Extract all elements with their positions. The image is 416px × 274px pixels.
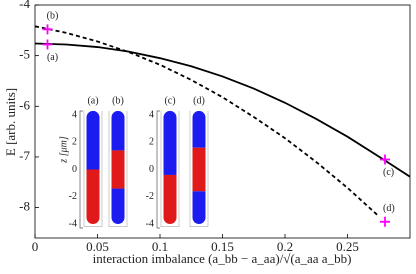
capsule-segment xyxy=(192,147,206,192)
inset-tick-label: 2 xyxy=(72,137,77,148)
inset-label: (c) xyxy=(164,95,175,106)
x-tick-label: 0.1 xyxy=(152,239,168,254)
y-axis-label: E [arb. units] xyxy=(3,88,18,156)
inset-axis xyxy=(156,110,160,229)
capsule-segment xyxy=(192,110,206,148)
y-tick-label: -4 xyxy=(19,0,30,11)
inset-axis xyxy=(79,110,83,229)
inset-label: (d) xyxy=(193,95,205,106)
point-marker xyxy=(42,39,53,50)
x-axis-label: interaction imbalance (a_bb − a_aa)/√(a_… xyxy=(93,251,352,266)
capsule-segment xyxy=(86,110,100,170)
inset-tick-label: 2 xyxy=(149,137,154,148)
x-tick-label: 0.2 xyxy=(277,239,293,254)
inset-tick-label: -2 xyxy=(146,191,154,202)
series-line xyxy=(35,25,380,217)
x-tick-label: 0.05 xyxy=(86,239,109,254)
inset-tick-label: 0 xyxy=(72,164,77,175)
inset-tick-label: -4 xyxy=(146,218,154,229)
series-line xyxy=(35,42,410,178)
capsule-segment xyxy=(111,150,125,189)
point-label: (d) xyxy=(383,203,395,214)
capsule-segment xyxy=(86,169,100,224)
x-tick-label: 0 xyxy=(32,239,39,254)
point-label: (a) xyxy=(47,52,58,63)
capsule-segment xyxy=(163,110,177,175)
inset-bracket xyxy=(108,110,128,228)
x-tick-label: 0.25 xyxy=(336,239,359,254)
inset-bracket xyxy=(160,110,180,228)
capsule-segment xyxy=(111,110,125,151)
point-marker xyxy=(380,154,390,165)
inset-tick-label: -2 xyxy=(69,191,77,202)
y-tick-label: -8 xyxy=(19,199,30,214)
inset-tick-label: 4 xyxy=(149,109,154,120)
point-label: (c) xyxy=(383,167,394,178)
inset-label: (a) xyxy=(87,95,98,106)
inset-tick-label: -4 xyxy=(69,218,77,229)
inset-label: (b) xyxy=(112,95,124,106)
capsule-segment xyxy=(192,191,206,224)
inset-bracket xyxy=(189,110,209,228)
inset-tick-label: 4 xyxy=(72,109,77,120)
point-label: (b) xyxy=(47,11,59,22)
y-tick-label: -6 xyxy=(19,97,30,112)
point-marker xyxy=(380,216,390,227)
y-tick-label: -7 xyxy=(19,148,30,163)
inset-bracket xyxy=(83,110,103,228)
point-marker xyxy=(42,24,53,35)
capsule-segment xyxy=(111,188,125,224)
x-tick-label: 0.15 xyxy=(211,239,234,254)
y-tick-label: -5 xyxy=(19,47,30,62)
capsule-segment xyxy=(163,174,177,224)
inset-axis-label: z [μm] xyxy=(58,136,69,164)
inset-tick-label: 0 xyxy=(149,164,154,175)
